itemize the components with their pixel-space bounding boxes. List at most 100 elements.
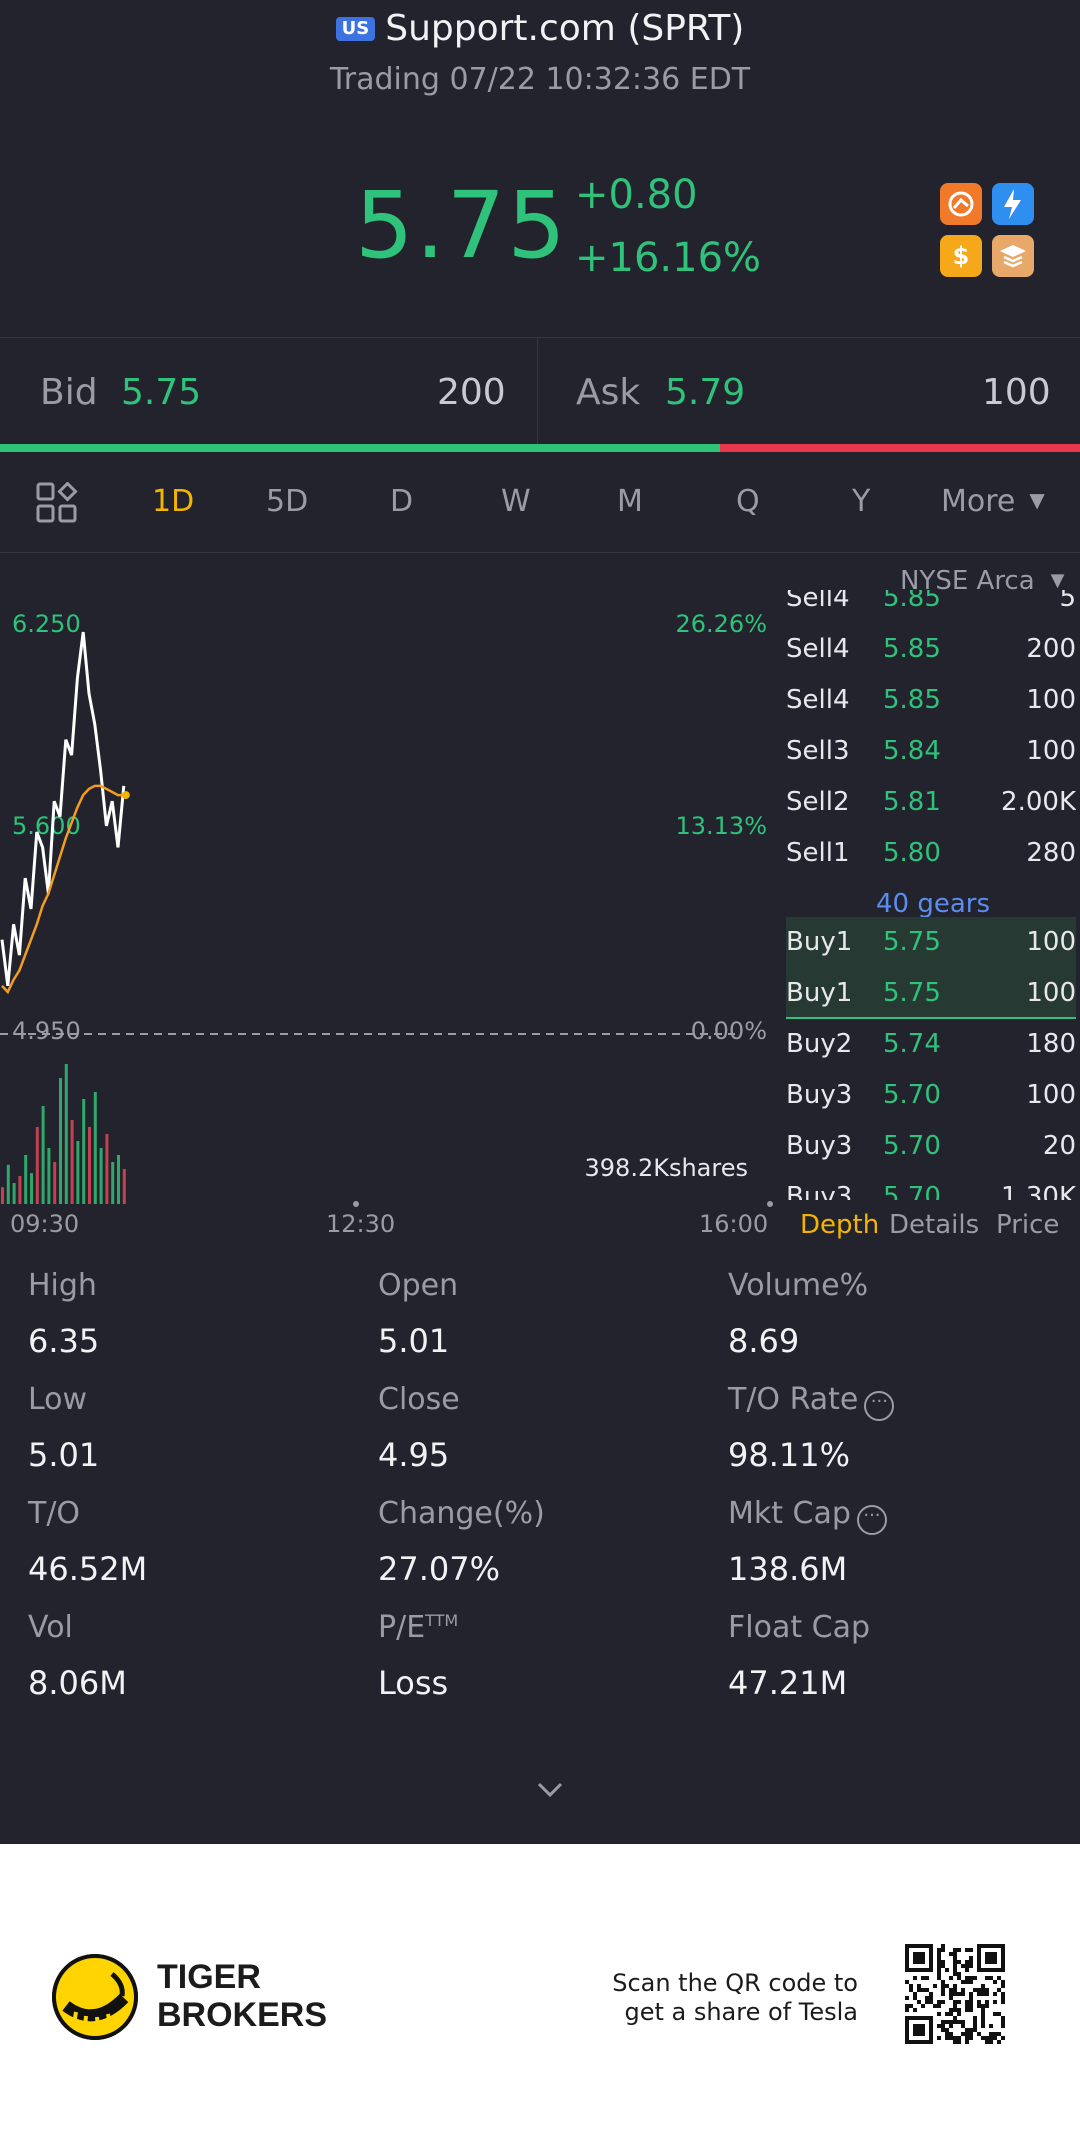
tab-depth[interactable]: Depth	[800, 1210, 880, 1240]
qr-module	[969, 2004, 973, 2008]
period-tabs: 1D 5D D W M Q Y More ▼	[0, 452, 1080, 552]
qr-module	[989, 2024, 993, 2028]
qr-module	[977, 2032, 981, 2036]
tab-quarterly[interactable]: Q	[736, 484, 760, 519]
qr-module	[945, 2020, 949, 2024]
qr-module	[1001, 1996, 1005, 2000]
price-change-percent: +16.16%	[575, 235, 762, 281]
tab-price[interactable]: Price	[996, 1210, 1060, 1240]
x-tick-end: 16:00	[699, 1210, 769, 1238]
buy-row[interactable]: Buy3 5.70 1.30K	[786, 1172, 1076, 1200]
order-book: Sell4 5.85 5 Sell4 5.85 200 Sell4 5.85 100 Sell3 5…	[786, 590, 1076, 1200]
qr-module	[965, 2036, 969, 2040]
qr-module	[981, 1988, 985, 1992]
qr-module	[925, 1996, 929, 2000]
qr-module	[945, 2028, 949, 2032]
tab-details[interactable]: Details	[889, 1210, 980, 1240]
qr-module	[961, 2024, 965, 2028]
tab-1d[interactable]: 1D	[152, 484, 195, 519]
expand-chevron-icon[interactable]	[535, 1780, 565, 1800]
chevron-down-icon: ▼	[1029, 488, 1045, 512]
more-info-icon[interactable]: ···	[856, 1505, 887, 1535]
stat-float-cap-label: Float Cap	[728, 1610, 871, 1645]
stat-turnover-rate-text: T/O Rate	[728, 1382, 859, 1417]
qr-module	[957, 1976, 961, 1980]
promo-footer: TIGER BROKERS Scan the QR code to get a …	[0, 1844, 1080, 2146]
stat-close-label: Close	[378, 1382, 460, 1417]
bid-ask-panel: Bid 5.75 200 Ask 5.79 100	[0, 338, 1080, 446]
tab-daily[interactable]: D	[390, 484, 414, 519]
qr-module	[937, 1976, 941, 1980]
qr-module	[949, 2024, 953, 2028]
tab-more[interactable]: More ▼	[941, 484, 1045, 519]
buy-row[interactable]: Buy3 5.70 20	[786, 1121, 1076, 1172]
sell-row[interactable]: Sell1 5.80 280	[786, 828, 1076, 879]
sell-row[interactable]: Sell4 5.85 200	[786, 624, 1076, 675]
volume-bar	[41, 1106, 45, 1204]
tab-weekly[interactable]: W	[501, 484, 531, 519]
qr-module	[921, 1976, 925, 1980]
tab-yearly[interactable]: Y	[852, 484, 871, 519]
dollar-icon[interactable]: $	[940, 235, 982, 277]
buy-row[interactable]: Buy1 5.75 100	[786, 917, 1076, 968]
qr-module	[953, 1992, 957, 1996]
qr-module	[909, 1988, 913, 1992]
order-level-qty: 100	[1026, 736, 1076, 766]
qr-module	[953, 2016, 957, 2020]
qr-module	[921, 1988, 925, 1992]
layout-grid-icon[interactable]	[36, 481, 78, 524]
brand-line-2: BROKERS	[157, 1996, 328, 2034]
qr-code[interactable]	[905, 1944, 1005, 2044]
qr-module	[941, 1980, 945, 1984]
buy-row[interactable]: Buy3 5.70 100	[786, 1070, 1076, 1121]
bid-ask-separator	[537, 338, 538, 446]
percent-axis-label: 26.26%	[675, 610, 767, 638]
qr-module	[937, 1952, 941, 1956]
stat-change-label: Change(%)	[378, 1496, 545, 1531]
volume-bar	[18, 1176, 22, 1204]
percent-axis-label: 13.13%	[675, 812, 767, 840]
order-level-price: 5.85	[883, 634, 941, 664]
stat-change-value: 27.07%	[378, 1550, 501, 1588]
volume-bar	[70, 1120, 74, 1204]
stat-open-value: 5.01	[378, 1322, 450, 1360]
tabs-divider	[0, 552, 1080, 553]
qr-module	[953, 2004, 957, 2008]
qr-module	[941, 2028, 945, 2032]
sell-row[interactable]: Sell4 5.85 5	[786, 590, 1076, 624]
volume-bar	[47, 1148, 51, 1204]
qr-module	[989, 2032, 993, 2036]
option-icon[interactable]	[940, 183, 982, 225]
buy-row[interactable]: Buy1 5.75 100	[786, 968, 1076, 1019]
education-icon[interactable]	[992, 235, 1034, 277]
qr-module	[969, 1964, 973, 1968]
qr-module	[937, 1960, 941, 1964]
qr-module	[965, 1976, 969, 1980]
buy-row[interactable]: Buy2 5.74 180	[786, 1019, 1076, 1070]
qr-module	[1001, 2036, 1005, 2040]
tab-5d[interactable]: 5D	[266, 484, 309, 519]
sell-row[interactable]: Sell2 5.81 2.00K	[786, 777, 1076, 828]
exchange-selector[interactable]: NYSE Arca ▼	[900, 566, 1065, 596]
gears-link[interactable]: 40 gears	[876, 889, 991, 919]
ask-price: 5.79	[665, 372, 746, 413]
qr-module	[969, 2008, 973, 2012]
sell-row[interactable]: Sell4 5.85 100	[786, 675, 1076, 726]
more-info-icon[interactable]: ···	[864, 1391, 895, 1421]
qr-module	[965, 1948, 969, 1952]
qr-module	[937, 1964, 941, 1968]
order-level-qty: 100	[1026, 685, 1076, 715]
qr-module	[957, 2012, 961, 2016]
qr-module	[953, 1960, 957, 1964]
qr-module	[957, 1972, 961, 1976]
qr-module	[985, 1976, 989, 1980]
flash-icon[interactable]	[992, 183, 1034, 225]
qr-module	[925, 1976, 929, 1980]
intraday-chart[interactable]: 6.2505.6004.95026.26%13.13%0.00%398.2Ksh…	[0, 552, 780, 1242]
qr-module	[953, 1984, 957, 1988]
qr-finder	[913, 1952, 925, 1964]
tab-monthly[interactable]: M	[617, 484, 643, 519]
qr-module	[949, 2012, 953, 2016]
brand-name: TIGER BROKERS	[157, 1958, 327, 2034]
sell-row[interactable]: Sell3 5.84 100	[786, 726, 1076, 777]
